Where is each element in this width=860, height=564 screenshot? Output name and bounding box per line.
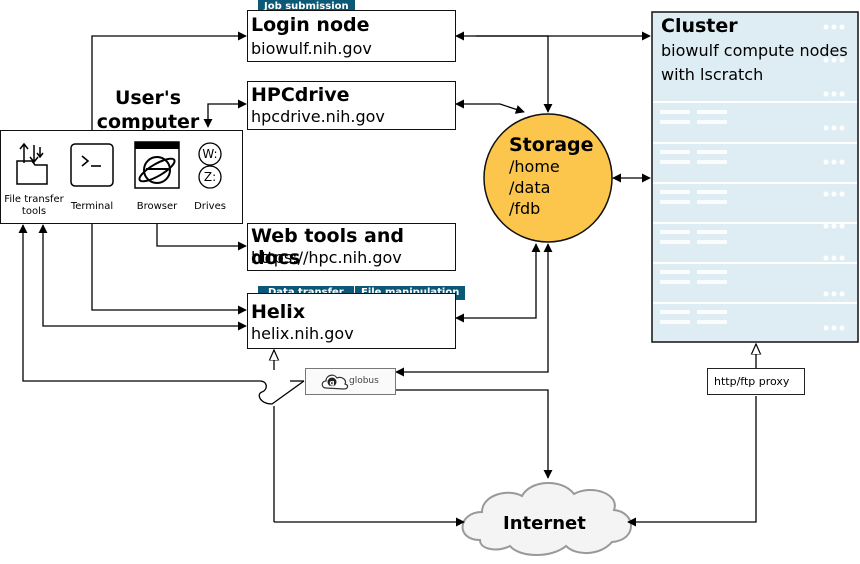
drive-letter-w: W: (202, 147, 217, 161)
globus-box[interactable]: g globus (305, 368, 396, 395)
hpcdrive-box[interactable]: HPCdrive hpcdrive.nih.gov (247, 81, 456, 130)
cluster-line2: with lscratch (661, 65, 764, 84)
storage-path-home: /home (509, 157, 560, 176)
storage-title: Storage (509, 134, 594, 156)
helix-host: helix.nih.gov (251, 324, 354, 343)
globus-label: globus (349, 376, 379, 386)
cluster-line1: biowulf compute nodes (661, 41, 848, 60)
tool-label-file-transfer-line2: tools (21, 206, 47, 217)
user-computer-title-line2: computer (96, 111, 200, 133)
helix-box[interactable]: Helix helix.nih.gov (247, 293, 456, 349)
proxy-box: http/ftp proxy (707, 368, 805, 395)
proxy-label: http/ftp proxy (714, 375, 790, 388)
cluster-title: Cluster (661, 15, 738, 37)
drives-icon[interactable]: W: Z: (197, 141, 223, 189)
tool-label-file-transfer-line1: File transfer (4, 194, 64, 205)
helix-title: Helix (251, 301, 306, 323)
user-computer-title-line1: User's (114, 87, 182, 109)
connections (18, 31, 756, 527)
login-node-box[interactable]: Login node biowulf.nih.gov (247, 10, 456, 62)
hpcdrive-title: HPCdrive (251, 84, 350, 106)
cluster-rack-lines (653, 101, 857, 304)
cluster-leds (823, 24, 845, 331)
globus-logo-icon: g (321, 374, 349, 390)
user-computer-box: File transfer tools Terminal Browser W: … (0, 130, 243, 224)
terminal-icon[interactable] (70, 143, 114, 187)
web-tools-title: Web tools and docs (251, 225, 404, 269)
storage-path-fdb: /fdb (509, 199, 541, 218)
cluster-vents (660, 110, 727, 324)
login-node-host: biowulf.nih.gov (251, 39, 372, 58)
hpcdrive-host: hpcdrive.nih.gov (251, 107, 385, 126)
drive-letter-z: Z: (204, 170, 216, 184)
file-transfer-icon[interactable] (15, 141, 53, 187)
user-computer-title: User's computer (90, 86, 206, 134)
svg-text:g: g (329, 379, 334, 387)
internet-label: Internet (503, 513, 586, 534)
web-tools-box[interactable]: Web tools and docs https://hpc.nih.gov (247, 223, 456, 271)
internet-cloud (461, 481, 632, 556)
browser-icon[interactable] (134, 141, 180, 189)
tool-label-terminal: Terminal (70, 201, 114, 212)
login-node-title: Login node (251, 14, 370, 36)
cluster-panel (651, 11, 859, 343)
storage-text: Storage /home /data /fdb (509, 134, 594, 219)
tool-label-drives: Drives (194, 201, 226, 212)
storage-circle (483, 113, 613, 243)
tool-label-browser: Browser (136, 201, 178, 212)
tool-label-file-transfer: File transfer tools (0, 194, 74, 218)
storage-path-data: /data (509, 178, 551, 197)
web-tools-host: https://hpc.nih.gov (251, 248, 402, 267)
